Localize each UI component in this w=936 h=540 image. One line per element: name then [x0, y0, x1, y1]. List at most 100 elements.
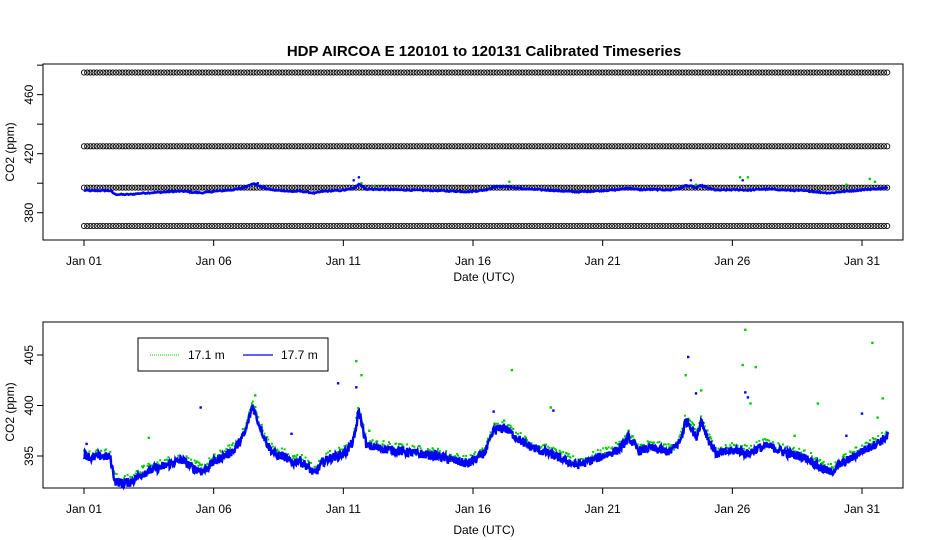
data-point	[327, 451, 330, 454]
reference-point	[346, 69, 353, 76]
reference-point	[90, 222, 97, 230]
x-axis: Jan 01 Jan 06 Jan 11 Jan 16 Jan 21 Jan 26 Jan …	[66, 488, 880, 516]
reference-point	[324, 143, 331, 150]
reference-point	[852, 143, 859, 150]
data-point	[400, 443, 403, 446]
reference-point	[87, 143, 94, 150]
reference-point	[212, 143, 219, 150]
reference-point	[349, 69, 356, 76]
data-point	[462, 455, 465, 457]
reference-point	[496, 143, 504, 150]
reference-point	[752, 143, 760, 150]
reference-point	[698, 222, 705, 230]
data-point	[744, 328, 747, 331]
reference-point	[314, 184, 321, 191]
reference-point	[800, 143, 808, 150]
data-point	[851, 451, 854, 454]
data-point	[353, 427, 356, 430]
reference-point	[343, 143, 350, 150]
data-point	[562, 450, 565, 453]
reference-point	[877, 143, 884, 150]
data-point	[296, 454, 299, 456]
reference-point	[327, 143, 334, 150]
data-point	[157, 463, 160, 466]
data-point	[607, 446, 610, 449]
data-point	[591, 454, 594, 457]
reference-point	[749, 143, 756, 150]
data-point	[134, 472, 137, 475]
reference-point	[199, 143, 206, 150]
reference-point	[298, 69, 305, 76]
reference-point	[272, 222, 280, 230]
reference-point	[253, 222, 260, 230]
reference-point	[237, 69, 244, 76]
reference-level-425	[80, 143, 891, 150]
data-point	[821, 462, 824, 465]
data-point	[196, 460, 199, 463]
reference-point	[839, 69, 846, 76]
reference-point	[218, 69, 225, 76]
reference-point	[468, 143, 475, 150]
reference-point	[109, 143, 116, 150]
reference-point	[708, 222, 715, 230]
data-point	[146, 464, 149, 467]
reference-point	[461, 222, 468, 230]
reference-point	[394, 69, 401, 76]
reference-point	[308, 184, 315, 191]
reference-point	[224, 143, 232, 150]
reference-point	[839, 143, 846, 150]
reference-point	[509, 222, 516, 230]
reference-point	[256, 69, 264, 76]
series-17-7m	[83, 176, 889, 197]
data-point	[793, 434, 796, 437]
reference-point	[560, 69, 568, 76]
reference-point	[490, 143, 497, 150]
reference-point	[532, 222, 539, 230]
reference-point	[282, 143, 289, 150]
reference-point	[365, 69, 372, 76]
data-point	[643, 443, 645, 446]
reference-point	[128, 69, 136, 76]
reference-point	[650, 222, 657, 230]
reference-point	[493, 69, 500, 76]
reference-point	[180, 69, 187, 76]
series-line-17-7m	[83, 182, 889, 197]
reference-point	[292, 222, 299, 230]
data-point	[427, 448, 429, 451]
reference-point	[144, 69, 152, 76]
reference-point	[404, 143, 411, 150]
data-point	[668, 445, 671, 448]
data-point	[679, 433, 682, 436]
reference-point	[640, 69, 648, 76]
reference-point	[205, 184, 212, 191]
reference-point	[871, 184, 878, 191]
data-point	[871, 341, 874, 345]
reference-point	[247, 222, 254, 230]
reference-point	[397, 143, 404, 150]
reference-point	[106, 222, 113, 230]
reference-point	[192, 222, 200, 230]
reference-point	[272, 143, 280, 150]
reference-point	[160, 222, 168, 230]
reference-point	[692, 69, 699, 76]
reference-point	[807, 184, 814, 191]
reference-point	[218, 222, 225, 230]
reference-point	[311, 143, 318, 150]
data-point	[465, 454, 468, 457]
reference-point	[768, 143, 776, 150]
reference-point	[781, 69, 788, 76]
reference-point	[141, 184, 148, 191]
reference-point	[314, 143, 321, 150]
reference-point	[199, 184, 206, 191]
data-point	[614, 441, 617, 444]
reference-point	[356, 222, 363, 230]
reference-point	[212, 69, 219, 76]
data-point	[681, 427, 684, 430]
reference-point	[346, 222, 353, 230]
reference-point	[228, 69, 235, 76]
data-point	[241, 428, 244, 430]
reference-point	[340, 69, 347, 76]
reference-point	[407, 222, 414, 230]
reference-point	[570, 69, 577, 76]
data-point	[748, 447, 751, 450]
